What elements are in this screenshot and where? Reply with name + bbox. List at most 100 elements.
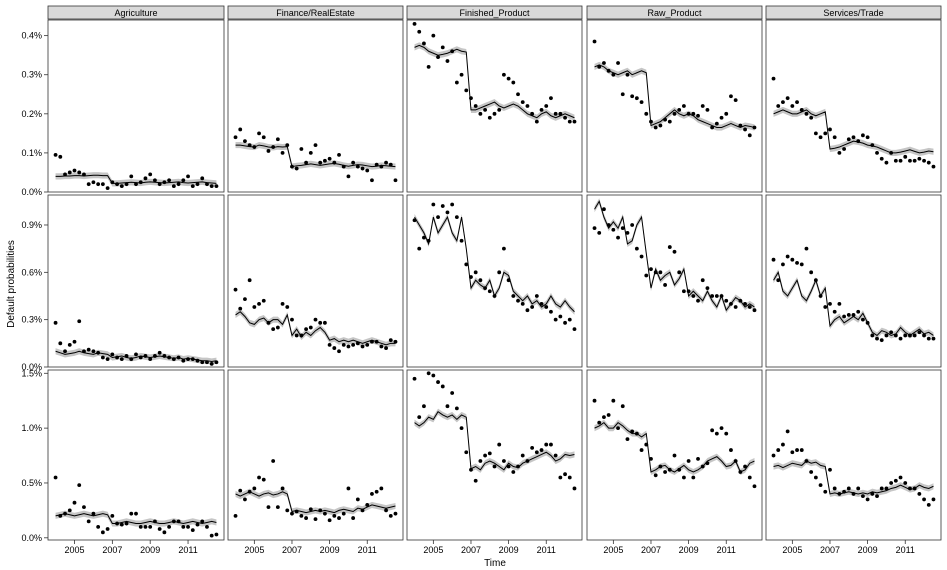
observed-point	[597, 230, 602, 235]
observed-point	[63, 511, 67, 516]
observed-point	[865, 497, 870, 502]
observed-point	[700, 464, 705, 469]
observed-point	[134, 352, 138, 357]
observed-point	[473, 270, 478, 275]
observed-point	[553, 111, 558, 116]
observed-point	[313, 517, 318, 522]
confidence-band	[414, 42, 575, 121]
observed-point	[238, 306, 243, 311]
observed-point	[611, 72, 616, 77]
observed-point	[592, 39, 597, 44]
facet-strip	[586, 5, 763, 20]
observed-point	[294, 333, 299, 338]
observed-point	[205, 524, 209, 529]
observed-point	[238, 488, 243, 493]
facet-series-group	[771, 246, 936, 343]
observed-point	[63, 172, 67, 177]
observed-point	[875, 336, 879, 341]
observed-point	[412, 22, 417, 26]
observed-point	[630, 429, 635, 434]
observed-point	[195, 358, 200, 363]
observed-point	[832, 309, 837, 314]
observed-point	[639, 448, 644, 452]
observed-point	[82, 349, 86, 354]
observed-point	[473, 478, 478, 483]
observed-point	[922, 497, 926, 502]
observed-point	[724, 431, 729, 436]
observed-point	[743, 464, 747, 469]
observed-point	[644, 111, 649, 116]
observed-point	[450, 391, 455, 395]
observed-point	[238, 127, 243, 132]
facet-strip	[47, 5, 225, 20]
observed-point	[606, 68, 611, 73]
observed-point	[733, 305, 738, 309]
observed-point	[252, 486, 257, 491]
observed-point	[672, 249, 677, 254]
observed-point	[729, 94, 733, 99]
x-tick-label: 2009	[679, 545, 699, 555]
observed-point	[304, 327, 308, 332]
observed-point	[388, 162, 393, 167]
observed-point	[469, 275, 473, 279]
observed-point	[893, 158, 898, 163]
observed-point	[440, 384, 445, 389]
observed-point	[818, 294, 823, 298]
observed-point	[549, 442, 553, 447]
observed-point	[592, 226, 597, 231]
observed-point	[804, 246, 809, 251]
observed-point	[464, 450, 469, 455]
observed-point	[875, 151, 879, 155]
observed-point	[445, 404, 450, 409]
observed-point	[639, 254, 644, 259]
observed-point	[809, 115, 814, 120]
observed-point	[644, 442, 649, 447]
observed-point	[846, 486, 851, 491]
observed-point	[100, 530, 105, 535]
observed-point	[86, 182, 91, 187]
confidence-band	[235, 488, 396, 516]
facet-series-group	[771, 76, 936, 169]
facet-series-group	[771, 429, 936, 507]
facet-series-group	[592, 398, 757, 489]
observed-point	[828, 301, 832, 306]
observed-point	[630, 94, 635, 99]
observed-point	[243, 297, 247, 302]
facet-series-group	[233, 459, 398, 523]
y-tick-label: 0.6%	[21, 267, 42, 277]
observed-point	[667, 119, 672, 124]
observed-point	[870, 492, 875, 496]
observed-point	[861, 133, 865, 138]
observed-point	[856, 486, 861, 491]
observed-point	[440, 45, 445, 50]
observed-point	[422, 235, 426, 240]
observed-point	[459, 426, 464, 431]
observed-point	[832, 135, 837, 140]
observed-point	[186, 524, 190, 529]
observed-point	[209, 184, 214, 189]
x-tick-label: 2011	[717, 545, 736, 555]
facet-strip-label: Services/Trade	[823, 8, 883, 18]
facet-panel	[765, 369, 942, 541]
observed-point	[606, 223, 611, 227]
observed-point	[558, 314, 563, 319]
observed-point	[534, 450, 539, 455]
x-tick-label: 2009	[320, 545, 340, 555]
observed-point	[195, 182, 200, 187]
observed-point	[865, 135, 870, 140]
facet-strip-label: Finished_Product	[459, 8, 530, 18]
observed-point	[195, 522, 200, 527]
observed-point	[115, 182, 119, 187]
observed-point	[313, 317, 318, 322]
observed-point	[190, 357, 195, 362]
observed-point	[323, 511, 327, 516]
observed-point	[653, 473, 658, 478]
x-tick-label: 2005	[244, 545, 264, 555]
observed-point	[487, 289, 492, 294]
observed-point	[771, 76, 776, 81]
observed-point	[790, 104, 795, 108]
observed-point	[186, 357, 190, 362]
observed-point	[611, 398, 616, 403]
observed-point	[549, 96, 553, 101]
observed-point	[285, 305, 290, 309]
